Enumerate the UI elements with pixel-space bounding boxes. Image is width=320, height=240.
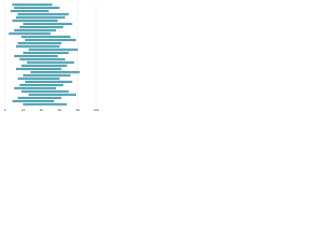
range-bar <box>14 29 56 32</box>
x-tick-label: 0 <box>4 108 6 112</box>
range-bar <box>19 58 66 61</box>
range-bar <box>21 64 67 67</box>
range-bar <box>25 38 76 42</box>
range-bar <box>28 48 78 51</box>
range-bar <box>17 13 69 16</box>
range-bar <box>14 87 56 90</box>
range-bar <box>23 22 73 26</box>
x-tick-label: 40 <box>39 108 43 112</box>
range-bar <box>17 77 60 80</box>
range-bar <box>17 96 62 100</box>
range-bar <box>21 90 69 93</box>
range-bar <box>28 93 76 96</box>
range-bar <box>30 71 80 74</box>
range-bar <box>15 45 60 48</box>
chart: 0 20 40 60 80 100 <box>4 3 99 112</box>
range-bar <box>12 19 58 22</box>
range-bar <box>10 9 49 13</box>
x-tick-label: 60 <box>58 108 62 112</box>
range-bar <box>17 42 62 45</box>
range-bar <box>14 6 60 9</box>
range-bar <box>23 74 71 77</box>
range-bar <box>12 3 53 6</box>
x-tick-label: 80 <box>76 108 80 112</box>
range-bar <box>19 26 64 29</box>
range-bar <box>15 16 66 19</box>
range-bar <box>26 61 75 64</box>
range-bar <box>25 80 73 83</box>
range-bar <box>8 32 51 35</box>
range-bar <box>23 51 69 55</box>
range-bar <box>12 100 55 103</box>
range-bar <box>19 83 64 87</box>
x-tick-label: 20 <box>21 108 25 112</box>
page: {"chart_data": {"type": "range-bar", "ca… <box>0 0 320 116</box>
range-bar <box>23 103 67 106</box>
range-bar <box>14 54 58 58</box>
range-bar <box>15 67 62 71</box>
x-tick-label: 100 <box>93 108 99 112</box>
range-bar <box>21 35 71 38</box>
